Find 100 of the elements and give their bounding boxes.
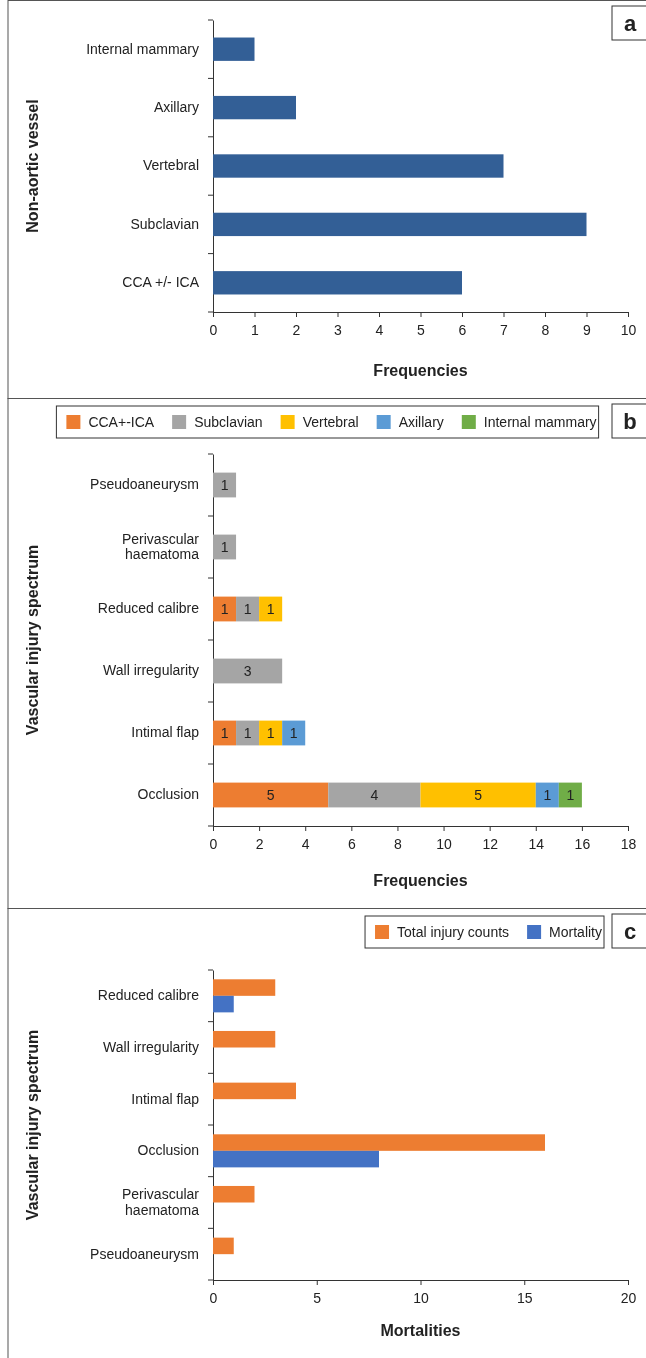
x-axis-title: Mortalities	[380, 1322, 461, 1339]
bar	[213, 472, 237, 498]
legend-label: Internal mammary	[483, 413, 597, 430]
y-tick-label: Intimal flap	[131, 724, 200, 741]
y-tick-label: Occlusion	[137, 1142, 199, 1159]
bar	[259, 596, 283, 622]
data-label: 5	[266, 786, 275, 803]
bar	[213, 212, 587, 237]
bar	[259, 720, 283, 746]
x-tick-label: 2	[255, 836, 264, 853]
y-tick-label: Internal mammary	[86, 40, 199, 57]
y-tick-label: Wall irregularity	[103, 662, 199, 679]
bar	[213, 95, 296, 120]
x-tick-label: 4	[301, 836, 310, 853]
y-tick-label: CCA +/- ICA	[122, 274, 200, 291]
data-label: 1	[220, 476, 229, 493]
y-tick-label: Pseudoaneurysm	[90, 1245, 199, 1262]
y-tick-label: Perivascular haematoma	[121, 1186, 200, 1218]
bar	[213, 720, 237, 746]
bar	[213, 979, 276, 996]
x-tick-label: 0	[209, 322, 218, 339]
x-tick-label: 0	[209, 836, 218, 853]
x-tick-label: 0	[209, 1290, 218, 1307]
bar	[213, 271, 462, 295]
x-tick-label: 8	[394, 836, 403, 853]
data-label: 1	[220, 600, 229, 617]
data-label: 1	[243, 600, 252, 617]
data-label: 1	[220, 538, 229, 555]
bar	[236, 720, 260, 746]
x-tick-label: 10	[436, 836, 453, 853]
x-tick-label: 16	[574, 836, 591, 853]
x-axis-title: Frequencies	[373, 362, 468, 379]
data-label: 1	[289, 724, 298, 741]
y-tick-label: Reduced calibre	[97, 600, 200, 617]
bar	[213, 1030, 276, 1048]
x-tick-label: 1	[251, 322, 260, 339]
bar	[282, 720, 306, 746]
legend-label: Vertebral	[302, 413, 359, 430]
data-label: 1	[243, 724, 252, 741]
annotation: a	[623, 11, 637, 36]
bar	[213, 658, 283, 684]
x-tick-label: 2	[292, 322, 301, 339]
bar	[213, 1134, 545, 1151]
text: c	[623, 919, 637, 944]
text: b	[623, 409, 637, 434]
x-tick-label: 5	[417, 322, 426, 339]
bar	[213, 37, 255, 61]
data-label: 5	[474, 786, 483, 803]
x-tick-label: 6	[347, 836, 356, 853]
x-axis-title: Frequencies	[373, 872, 468, 889]
x-tick-label: 15	[516, 1290, 533, 1307]
bar	[213, 1150, 379, 1168]
y-tick-label: Axillary	[153, 99, 199, 116]
y-tick-label: Occlusion	[137, 786, 199, 803]
legend-label: Mortality	[549, 923, 602, 940]
x-tick-label: 3	[334, 322, 343, 339]
x-tick-label: 9	[583, 322, 592, 339]
data-label: 1	[220, 724, 229, 741]
data-label: 4	[370, 786, 379, 803]
bar	[420, 782, 536, 808]
legend-label: Total injury counts	[397, 923, 510, 940]
bar	[213, 154, 504, 178]
x-tick-label: 8	[541, 322, 550, 339]
x-tick-label: 18	[620, 836, 637, 853]
y-tick-label: Vertebral	[142, 157, 199, 174]
bar	[213, 782, 329, 808]
bar	[213, 1237, 234, 1255]
y-axis-title: Vascular injury spectrum	[24, 544, 41, 736]
bar	[535, 782, 559, 808]
data-label: 1	[266, 724, 275, 741]
legend-label: CCA+-ICA	[88, 413, 155, 430]
legend-label: Subclavian	[194, 413, 263, 430]
y-tick-label: Pseudoaneurysm	[90, 476, 199, 493]
bar	[213, 596, 237, 622]
y-tick-label: Intimal flap	[131, 1090, 200, 1107]
y-axis-title: Vascular injury spectrum	[24, 1029, 41, 1221]
y-tick-label: Subclavian	[130, 215, 199, 232]
y-tick-label: Wall irregularity	[103, 1038, 199, 1055]
bar	[213, 534, 237, 560]
x-tick-label: 10	[413, 1290, 429, 1307]
x-tick-label: 7	[500, 322, 509, 339]
x-tick-label: 6	[458, 322, 467, 339]
bar	[328, 782, 421, 808]
y-tick-label: Perivascular haematoma	[121, 530, 200, 563]
bar	[236, 596, 260, 622]
bar	[213, 1185, 255, 1203]
x-tick-label: 20	[620, 1290, 637, 1307]
legend-label: Axillary	[398, 413, 444, 430]
x-tick-label: 10	[620, 322, 637, 339]
x-tick-label: 12	[482, 836, 499, 853]
data-label: 1	[543, 786, 552, 803]
y-axis-title: Non-aortic vessel	[24, 99, 41, 233]
data-label: 1	[566, 786, 575, 803]
x-tick-label: 4	[375, 322, 384, 339]
x-tick-label: 5	[313, 1290, 322, 1307]
bar	[558, 782, 582, 808]
data-label: 1	[266, 600, 275, 617]
y-tick-label: Reduced calibre	[97, 987, 200, 1004]
bar	[213, 1082, 296, 1100]
bar	[213, 995, 234, 1013]
